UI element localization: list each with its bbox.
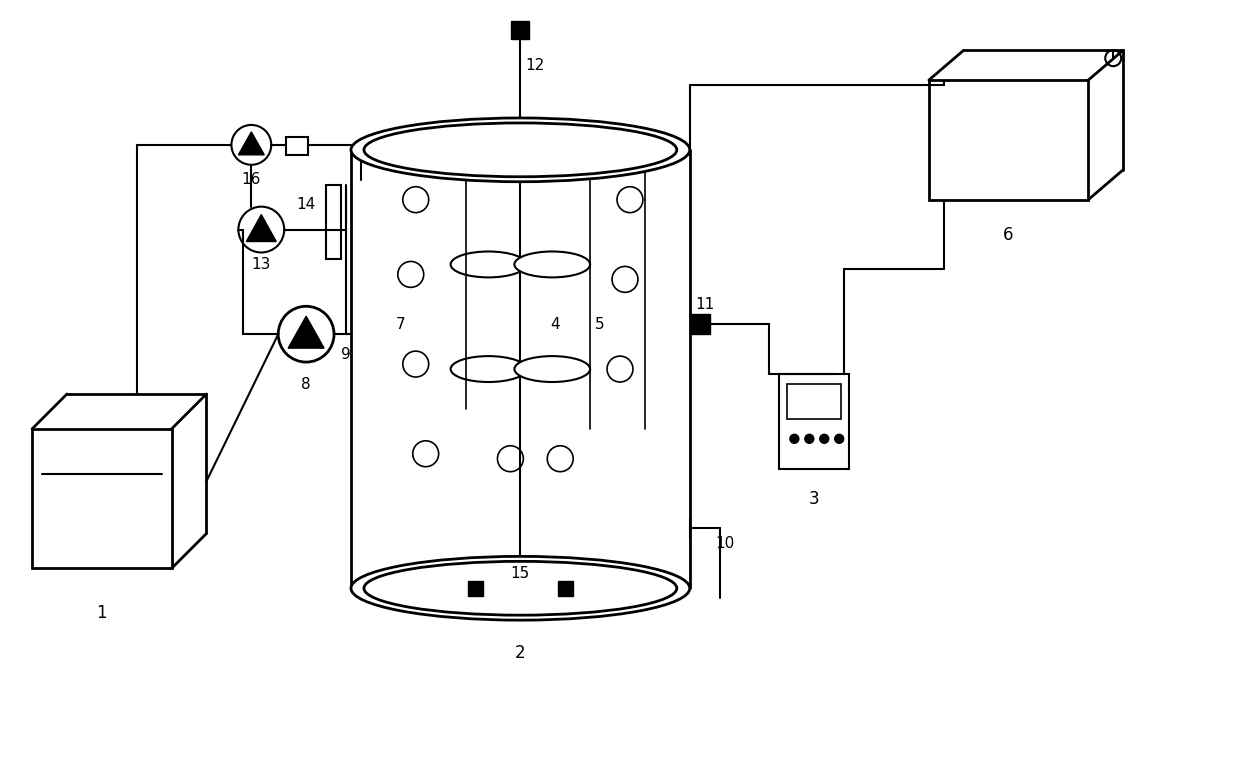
Bar bbox=[286, 137, 308, 155]
Text: 14: 14 bbox=[296, 197, 316, 212]
Ellipse shape bbox=[363, 123, 677, 177]
Text: 12: 12 bbox=[526, 58, 544, 72]
Text: 15: 15 bbox=[511, 566, 529, 581]
Bar bbox=[511, 22, 529, 39]
Ellipse shape bbox=[515, 251, 590, 278]
Ellipse shape bbox=[401, 566, 640, 610]
Circle shape bbox=[790, 434, 799, 443]
Circle shape bbox=[820, 434, 828, 443]
Text: 16: 16 bbox=[242, 172, 262, 187]
Text: 7: 7 bbox=[396, 317, 405, 331]
Ellipse shape bbox=[363, 561, 677, 615]
Bar bbox=[689, 315, 709, 335]
Text: 2: 2 bbox=[515, 644, 526, 662]
Bar bbox=[558, 581, 573, 596]
Text: 4: 4 bbox=[551, 317, 560, 331]
Circle shape bbox=[805, 434, 813, 443]
Bar bbox=[32, 429, 171, 568]
Text: 11: 11 bbox=[696, 297, 714, 311]
Circle shape bbox=[835, 434, 843, 443]
Bar bbox=[929, 80, 1089, 200]
Ellipse shape bbox=[351, 557, 689, 620]
Polygon shape bbox=[238, 132, 264, 155]
Text: 13: 13 bbox=[252, 257, 272, 272]
Text: 10: 10 bbox=[715, 536, 734, 551]
Ellipse shape bbox=[515, 356, 590, 382]
Bar bbox=[787, 384, 841, 419]
Bar bbox=[780, 374, 849, 468]
Ellipse shape bbox=[450, 356, 526, 382]
Bar bbox=[467, 581, 484, 596]
Bar bbox=[326, 185, 341, 259]
Text: 3: 3 bbox=[808, 490, 820, 508]
Text: 5: 5 bbox=[595, 317, 605, 331]
Text: 6: 6 bbox=[1003, 225, 1014, 244]
Polygon shape bbox=[247, 215, 277, 241]
Text: 1: 1 bbox=[97, 604, 107, 622]
Ellipse shape bbox=[351, 118, 689, 181]
Text: 8: 8 bbox=[301, 377, 311, 391]
Polygon shape bbox=[288, 316, 324, 348]
Text: 9: 9 bbox=[341, 347, 351, 361]
Ellipse shape bbox=[450, 251, 526, 278]
